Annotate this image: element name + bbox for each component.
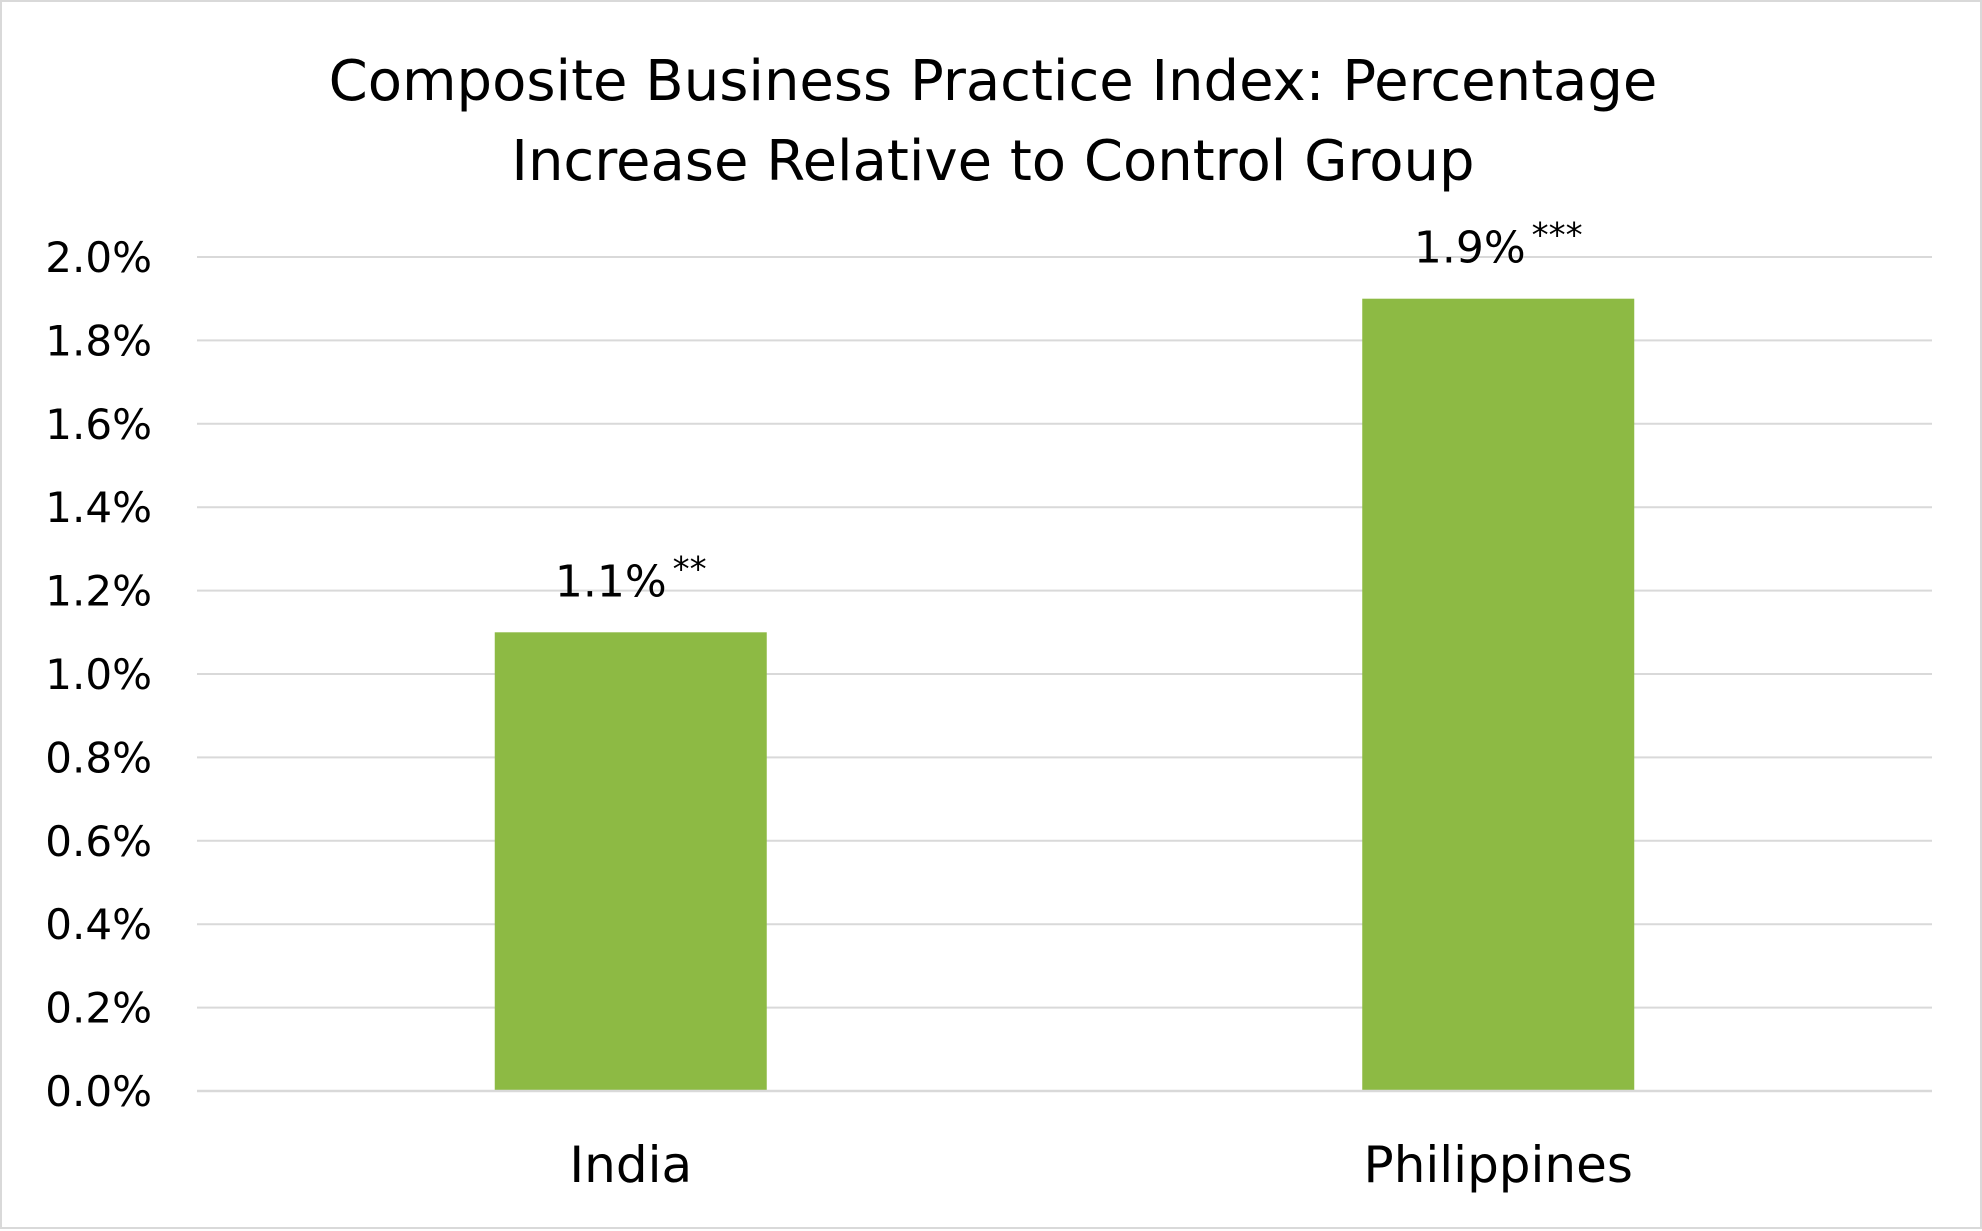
x-axis-category-labels: India Philippines	[569, 1136, 1633, 1194]
significance-marker: **	[673, 549, 707, 589]
data-label-value: 1.1%	[555, 556, 667, 607]
bars	[494, 298, 1635, 1091]
chart-title: Composite Business Practice Index: Perce…	[329, 49, 1658, 194]
y-tick-label: 1.2%	[45, 567, 152, 616]
y-tick-label: 0.0%	[45, 1067, 152, 1116]
gridlines	[197, 256, 1932, 1009]
data-label-philippines: 1.9% ***	[1414, 216, 1583, 274]
bar-philippines	[1362, 298, 1635, 1091]
significance-marker: ***	[1532, 216, 1583, 256]
chart-title-line-1: Composite Business Practice Index: Perce…	[329, 49, 1658, 114]
y-tick-label: 0.2%	[45, 984, 152, 1033]
y-tick-label: 0.4%	[45, 900, 152, 949]
data-label-value: 1.9%	[1414, 223, 1526, 274]
data-labels: 1.1% ** 1.9% ***	[555, 216, 1583, 608]
y-tick-label: 2.0%	[45, 233, 152, 282]
y-tick-label: 1.4%	[45, 483, 152, 532]
y-tick-label: 1.0%	[45, 650, 152, 699]
y-tick-label: 0.6%	[45, 817, 152, 866]
y-axis-tick-labels: 0.0% 0.2% 0.4% 0.6% 0.8% 1.0% 1.2% 1.4% 1.6% 1.8%…	[45, 233, 152, 1116]
y-tick-label: 1.6%	[45, 400, 152, 449]
x-category-label-philippines: Philippines	[1364, 1136, 1633, 1194]
y-tick-label: 0.8%	[45, 733, 152, 782]
x-category-label-india: India	[569, 1136, 692, 1194]
chart-title-line-2: Increase Relative to Control Group	[511, 129, 1474, 194]
bar-india	[494, 632, 767, 1091]
y-tick-label: 1.8%	[45, 316, 152, 365]
data-label-india: 1.1% **	[555, 549, 707, 607]
